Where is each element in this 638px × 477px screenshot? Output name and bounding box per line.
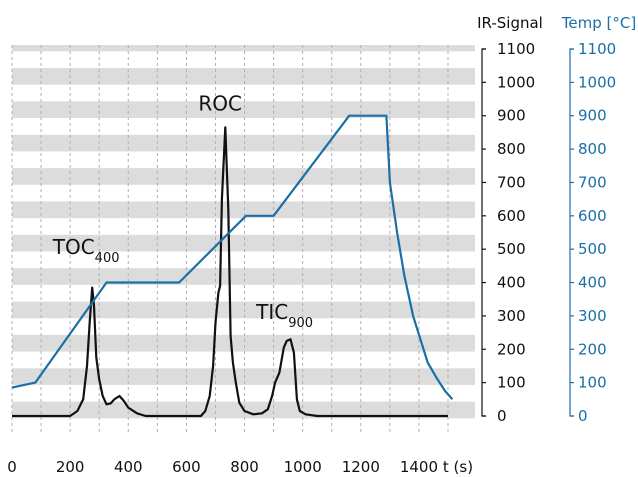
x-tick-label: 400 — [114, 458, 143, 476]
y-tick-label: 100 — [497, 374, 526, 392]
y-axis-line — [481, 48, 486, 417]
y-tick-label: 700 — [497, 173, 526, 191]
y-tick-label: 900 — [578, 107, 607, 125]
background-stripe — [12, 301, 475, 319]
series-line — [11, 114, 454, 401]
x-tick-label: 200 — [56, 458, 85, 476]
background-stripe — [12, 134, 475, 152]
x-tick-label: 1000 — [284, 458, 322, 476]
series-group — [11, 114, 454, 418]
x-tick-label: 1200 — [342, 458, 380, 476]
x-tick-label: 1400 — [400, 458, 438, 476]
background-stripe — [12, 268, 475, 285]
y-tick-label: 300 — [578, 307, 607, 325]
peak-label: TOC400 — [52, 235, 120, 266]
y-tick-label: 100 — [578, 374, 607, 392]
y-tick-label: 300 — [497, 307, 526, 325]
peak-label: ROC — [198, 92, 242, 116]
y-tick-label: 600 — [578, 207, 607, 225]
y-axis-line — [569, 48, 574, 417]
y-tick-label: 900 — [497, 107, 526, 125]
y-tick-label: 1000 — [497, 73, 535, 91]
background-stripe — [12, 201, 475, 219]
y-tick-label: 700 — [578, 173, 607, 191]
background-stripe — [12, 234, 475, 252]
y-tick-label: 800 — [497, 140, 526, 158]
y-tick-label: 200 — [578, 340, 607, 358]
y-tick-label: 200 — [497, 340, 526, 358]
vertical-grid — [11, 45, 449, 435]
y-tick-label: 1000 — [578, 73, 616, 91]
background-stripe — [12, 334, 475, 352]
background-stripe — [12, 45, 475, 52]
background-stripe — [12, 368, 475, 385]
y-tick-label: 0 — [497, 407, 507, 425]
y-tick-label: 0 — [578, 407, 588, 425]
axes: 0 200 400 600 800 1000 1200 1400 t (s)0100200300… — [7, 14, 636, 476]
y-tick-label: 800 — [578, 140, 607, 158]
y-tick-label: 600 — [497, 207, 526, 225]
x-axis-label: t (s) — [443, 458, 473, 476]
y-tick-label: 1100 — [497, 40, 535, 58]
y-tick-label: 500 — [578, 240, 607, 258]
background-stripes — [12, 45, 475, 419]
y-tick-label: 400 — [578, 274, 607, 292]
peak-label: TIC900 — [255, 300, 313, 331]
series-line — [12, 126, 448, 418]
x-tick-label: 0 — [7, 458, 17, 476]
background-stripe — [12, 168, 475, 185]
y-tick-label: 500 — [497, 240, 526, 258]
y-tick-label: 1100 — [578, 40, 616, 58]
y-axis-title: Temp [°C] — [561, 14, 636, 32]
y-tick-label: 400 — [497, 274, 526, 292]
x-tick-label: 800 — [230, 458, 259, 476]
y-axis-title: IR-Signal — [477, 14, 543, 32]
labels-group: TOC400 ROC TIC900 — [52, 92, 313, 332]
x-tick-label: 600 — [172, 458, 201, 476]
background-stripe — [12, 68, 475, 85]
background-stripe — [12, 101, 475, 119]
